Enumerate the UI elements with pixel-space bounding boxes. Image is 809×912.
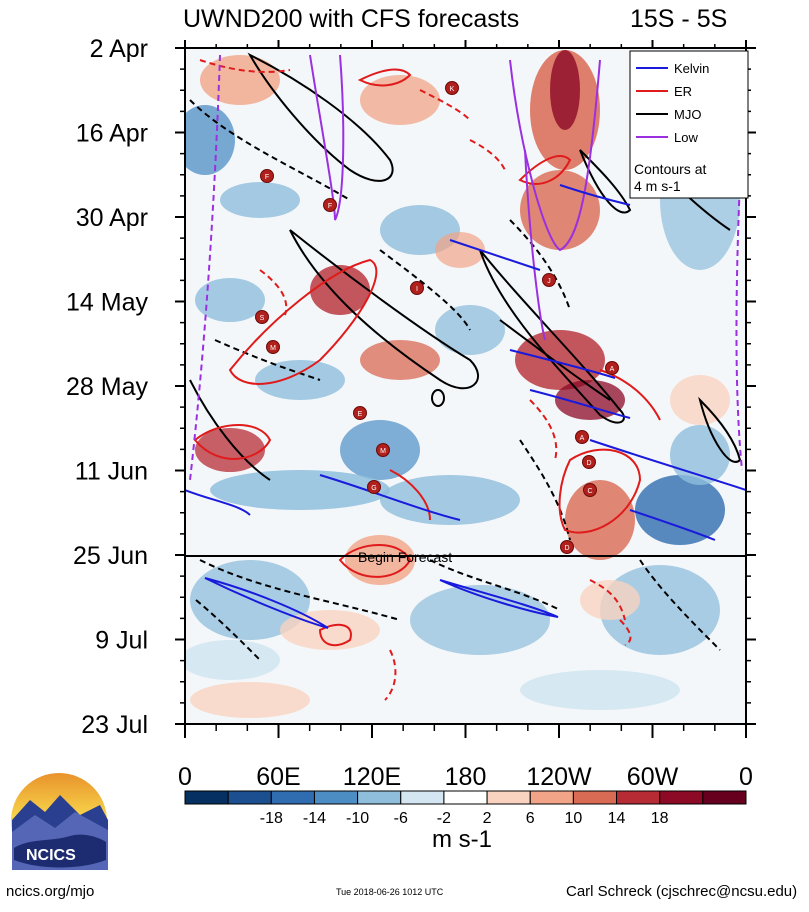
storm-symbol (255, 310, 269, 324)
storm-symbol (605, 361, 619, 375)
x-axis: 0 60E 120E 180 120W 60W 0 (178, 40, 753, 791)
colorbar-label: -2 (437, 810, 451, 827)
colorbar-units: m s-1 (432, 826, 492, 853)
colorbar-swatch (702, 790, 747, 805)
y-tick-label: 30 Apr (76, 204, 148, 232)
x-tick-label: 180 (445, 763, 487, 791)
colorbar: -18 -14 -10 -6 -2 2 6 10 14 18 (184, 790, 747, 827)
y-tick-label: 16 Apr (76, 120, 148, 148)
legend-label-low: Low (674, 130, 698, 145)
y-tick-label: 25 Jun (73, 542, 148, 570)
low-contours (309, 54, 601, 341)
colorbar-swatch (572, 790, 618, 805)
low-contours-dashed (189, 54, 743, 481)
colorbar-label: 14 (608, 810, 626, 827)
storm-symbol-letter: F (328, 203, 332, 210)
footer-timestamp: Tue 2018-06-26 1012 UTC (336, 887, 444, 897)
storm-symbol (323, 198, 337, 212)
y-tick-label: 9 Jul (95, 627, 148, 655)
y-tick-label: 23 Jul (81, 711, 148, 739)
storm-symbol (560, 540, 574, 554)
colorbar-label: 6 (526, 810, 535, 827)
contour-lines (185, 52, 746, 701)
storm-symbols: K F F J S M I A E M G A D C D (255, 81, 619, 554)
begin-forecast-label: Begin Forecast (358, 549, 452, 565)
y-tick-label: 28 May (66, 373, 148, 401)
footer-site: ncics.org/mjo (6, 883, 95, 900)
storm-symbol-letter: G (371, 485, 376, 492)
x-tick-label: 60E (256, 763, 300, 791)
chart-title: UWND200 with CFS forecasts (183, 5, 519, 33)
colorbar-swatch (443, 790, 488, 805)
colorbar-label: -14 (303, 810, 326, 827)
footer-author: Carl Schreck (cjschrec@ncsu.edu) (566, 883, 798, 900)
logo-text: NCICS (26, 847, 76, 864)
er-contours-negative (199, 59, 632, 701)
legend-label-kelvin: Kelvin (674, 61, 709, 76)
colorbar-label: -18 (260, 810, 283, 827)
x-tick-label: 120W (526, 763, 592, 791)
storm-symbol (353, 406, 367, 420)
x-tick-label: 0 (178, 763, 192, 791)
x-tick-label: 0 (739, 763, 753, 791)
y-tick-label: 11 Jun (75, 458, 148, 486)
storm-symbol-letter: D (564, 545, 569, 552)
storm-symbol (583, 483, 597, 497)
y-tick-label: 14 May (66, 289, 148, 317)
storm-symbol-letter: F (265, 174, 269, 181)
storm-symbol-letter: J (547, 278, 551, 285)
colorbar-swatch (313, 790, 359, 805)
storm-symbol-letter: S (260, 315, 265, 322)
legend: Kelvin ER MJO Low Contours at 4 m s-1 (629, 50, 749, 199)
storm-symbol (410, 281, 424, 295)
mjo-contours-negative (189, 99, 721, 661)
storm-symbol (582, 455, 596, 469)
storm-symbol-letter: A (580, 435, 585, 442)
storm-symbol (542, 273, 556, 287)
storm-symbol (376, 443, 390, 457)
legend-note-line2: 4 m s-1 (634, 178, 681, 194)
colorbar-swatch (486, 790, 531, 805)
storm-symbol (575, 430, 589, 444)
wind-anomaly-field (185, 50, 740, 718)
storm-symbol-letter: C (587, 488, 592, 495)
storm-symbol-letter: K (450, 86, 455, 93)
colorbar-swatch (227, 790, 272, 805)
colorbar-swatch (616, 790, 661, 805)
storm-symbol-letter: M (270, 345, 276, 352)
colorbar-swatch (184, 790, 229, 805)
storm-symbol-letter: A (610, 366, 615, 373)
legend-note-line1: Contours at (634, 161, 706, 177)
colorbar-swatch (270, 790, 315, 805)
colorbar-label: 18 (651, 810, 669, 827)
storm-symbol (367, 480, 381, 494)
legend-label-mjo: MJO (674, 107, 701, 122)
storm-symbol-letter: D (586, 460, 591, 467)
storm-symbol-letter: I (416, 286, 418, 293)
x-tick-label: 60W (627, 763, 679, 791)
storm-symbol (445, 81, 459, 95)
colorbar-label: -6 (394, 810, 408, 827)
colorbar-swatch (400, 790, 445, 805)
storm-symbol-letter: E (358, 411, 363, 418)
y-tick-label: 2 Apr (90, 35, 148, 63)
kelvin-contours (185, 184, 746, 629)
colorbar-swatch (659, 790, 704, 805)
storm-symbol (266, 340, 280, 354)
storm-symbol (260, 169, 274, 183)
legend-box (629, 50, 749, 199)
colorbar-swatch (529, 790, 574, 805)
ncics-logo: NCICS (9, 771, 109, 871)
x-tick-label: 120E (343, 763, 401, 791)
legend-label-er: ER (674, 84, 692, 99)
colorbar-label: -10 (346, 810, 369, 827)
colorbar-swatch (357, 790, 402, 805)
colorbar-label: 10 (564, 810, 582, 827)
chart-region: 15S - 5S (630, 5, 727, 33)
storm-symbol-letter: M (380, 448, 386, 455)
colorbar-label: 2 (483, 810, 492, 827)
